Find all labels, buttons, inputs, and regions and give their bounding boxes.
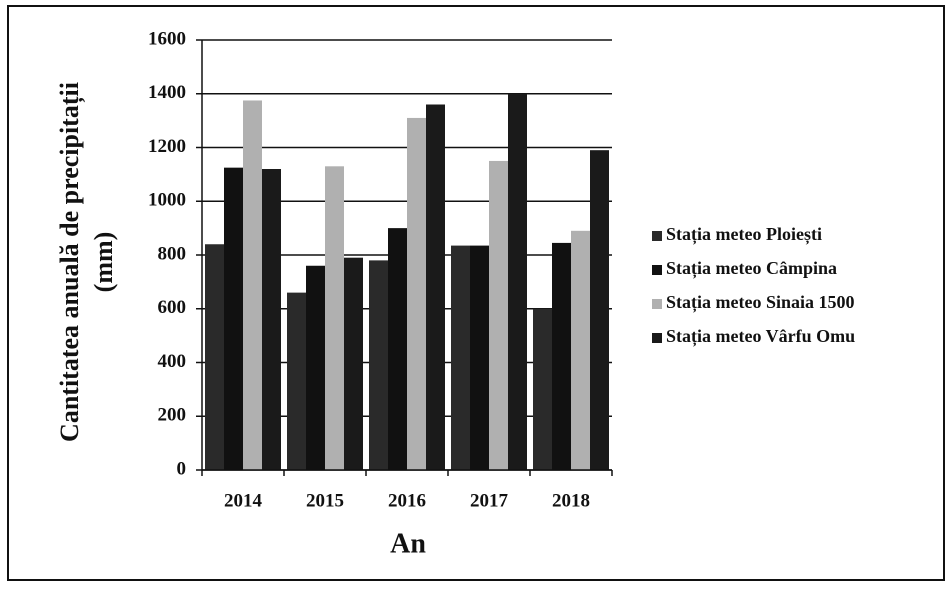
- y-tick-label: 1400: [148, 82, 186, 103]
- x-tick-label: 2018: [552, 490, 590, 511]
- legend-swatch: [652, 333, 662, 343]
- bar: [426, 104, 445, 470]
- legend-label: Stația meteo Ploiești: [666, 224, 822, 245]
- legend-swatch: [652, 299, 662, 309]
- bar: [489, 160, 508, 470]
- bar: [508, 93, 527, 470]
- y-tick-label: 800: [158, 243, 187, 264]
- bar: [388, 228, 407, 470]
- bar: [451, 245, 470, 470]
- bar: [205, 244, 224, 470]
- y-tick-label: 1200: [148, 136, 186, 157]
- y-axis-label-line: (mm): [89, 232, 118, 293]
- x-axis-label: An: [390, 528, 426, 559]
- legend-label: Stația meteo Sinaia 1500: [666, 292, 855, 313]
- bar: [407, 117, 426, 470]
- x-tick-label: 2016: [388, 490, 426, 511]
- y-tick-label: 1000: [148, 190, 186, 211]
- x-tick-label: 2017: [470, 490, 509, 511]
- y-tick-label: 600: [158, 297, 187, 318]
- bar: [369, 260, 388, 470]
- bar: [287, 292, 306, 470]
- y-tick-label: 400: [158, 351, 187, 372]
- y-tick-label: 200: [158, 405, 187, 426]
- bar: [470, 245, 489, 470]
- bar: [552, 242, 571, 470]
- legend-swatch: [652, 231, 662, 241]
- bar: [243, 100, 262, 470]
- frame: [7, 5, 945, 581]
- y-tick-label: 0: [177, 458, 187, 479]
- bar: [571, 230, 590, 470]
- bar: [590, 150, 609, 470]
- legend-swatch: [652, 265, 662, 275]
- y-tick-label: 1600: [148, 28, 186, 49]
- bar: [306, 265, 325, 470]
- bar: [262, 169, 281, 470]
- bar: [325, 166, 344, 470]
- bar: [224, 167, 243, 470]
- y-axis-label: Cantitatea anuală de precipitații (mm): [55, 82, 118, 442]
- bar: [533, 308, 552, 470]
- x-tick-label: 2015: [306, 490, 344, 511]
- y-axis-label-line: Cantitatea anuală de precipitații: [55, 82, 85, 442]
- x-tick-label: 2014: [224, 490, 263, 511]
- bar: [344, 257, 363, 470]
- legend-label: Stația meteo Câmpina: [666, 258, 837, 279]
- legend-label: Stația meteo Vârfu Omu: [666, 326, 855, 347]
